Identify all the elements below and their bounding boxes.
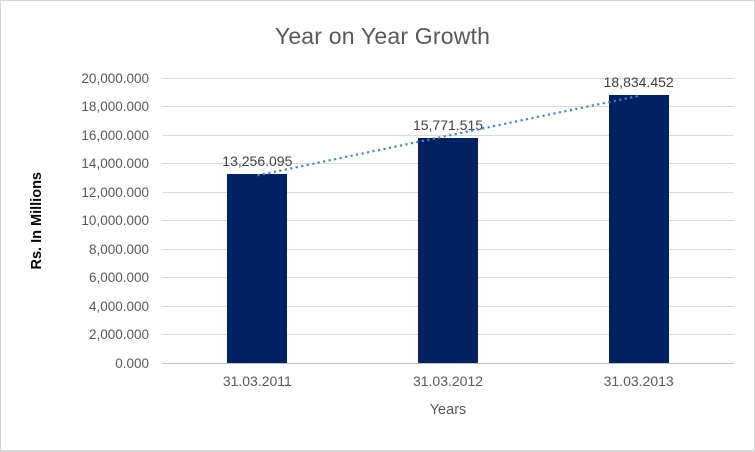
gridline: [162, 134, 734, 136]
trendline: [257, 94, 639, 177]
y-tick-label: 20,000.000: [81, 70, 149, 86]
x-axis-line: [162, 362, 734, 364]
bar: [608, 94, 669, 363]
y-tick-label: 4,000.000: [88, 298, 149, 314]
y-tick-label: 14,000.000: [81, 156, 149, 171]
y-tick-label: 8,000.000: [88, 241, 149, 257]
bar: [418, 138, 478, 363]
y-tick-label: 10,000.000: [81, 213, 149, 228]
plot-area: 13,256.095 15,771.515 18,834.452: [162, 74, 734, 364]
x-tick-label: 31.03.2013: [603, 373, 674, 389]
y-tick-label: 0.000: [115, 355, 149, 371]
y-tick-label: 12,000.000: [81, 184, 149, 200]
bar: [227, 174, 288, 363]
bar-value-label: 18,834.452: [603, 73, 674, 90]
x-axis-title: Years: [429, 402, 467, 418]
x-tick-label: 31.03.2011: [222, 373, 292, 389]
y-tick-label: 6,000.000: [88, 270, 149, 285]
x-tick-label: 31.03.2012: [412, 373, 484, 389]
gridline: [162, 106, 734, 107]
gridline: [162, 77, 734, 79]
bar-value-label: 15,771.515: [412, 117, 484, 134]
y-tick-label: 16,000.000: [81, 127, 149, 143]
chart-title: Year on Year Growth: [274, 23, 491, 49]
bar-value-label: 13,256.095: [222, 153, 293, 170]
y-tick-label: 2,000.000: [88, 327, 149, 342]
y-tick-label: 18,000.000: [81, 99, 149, 114]
